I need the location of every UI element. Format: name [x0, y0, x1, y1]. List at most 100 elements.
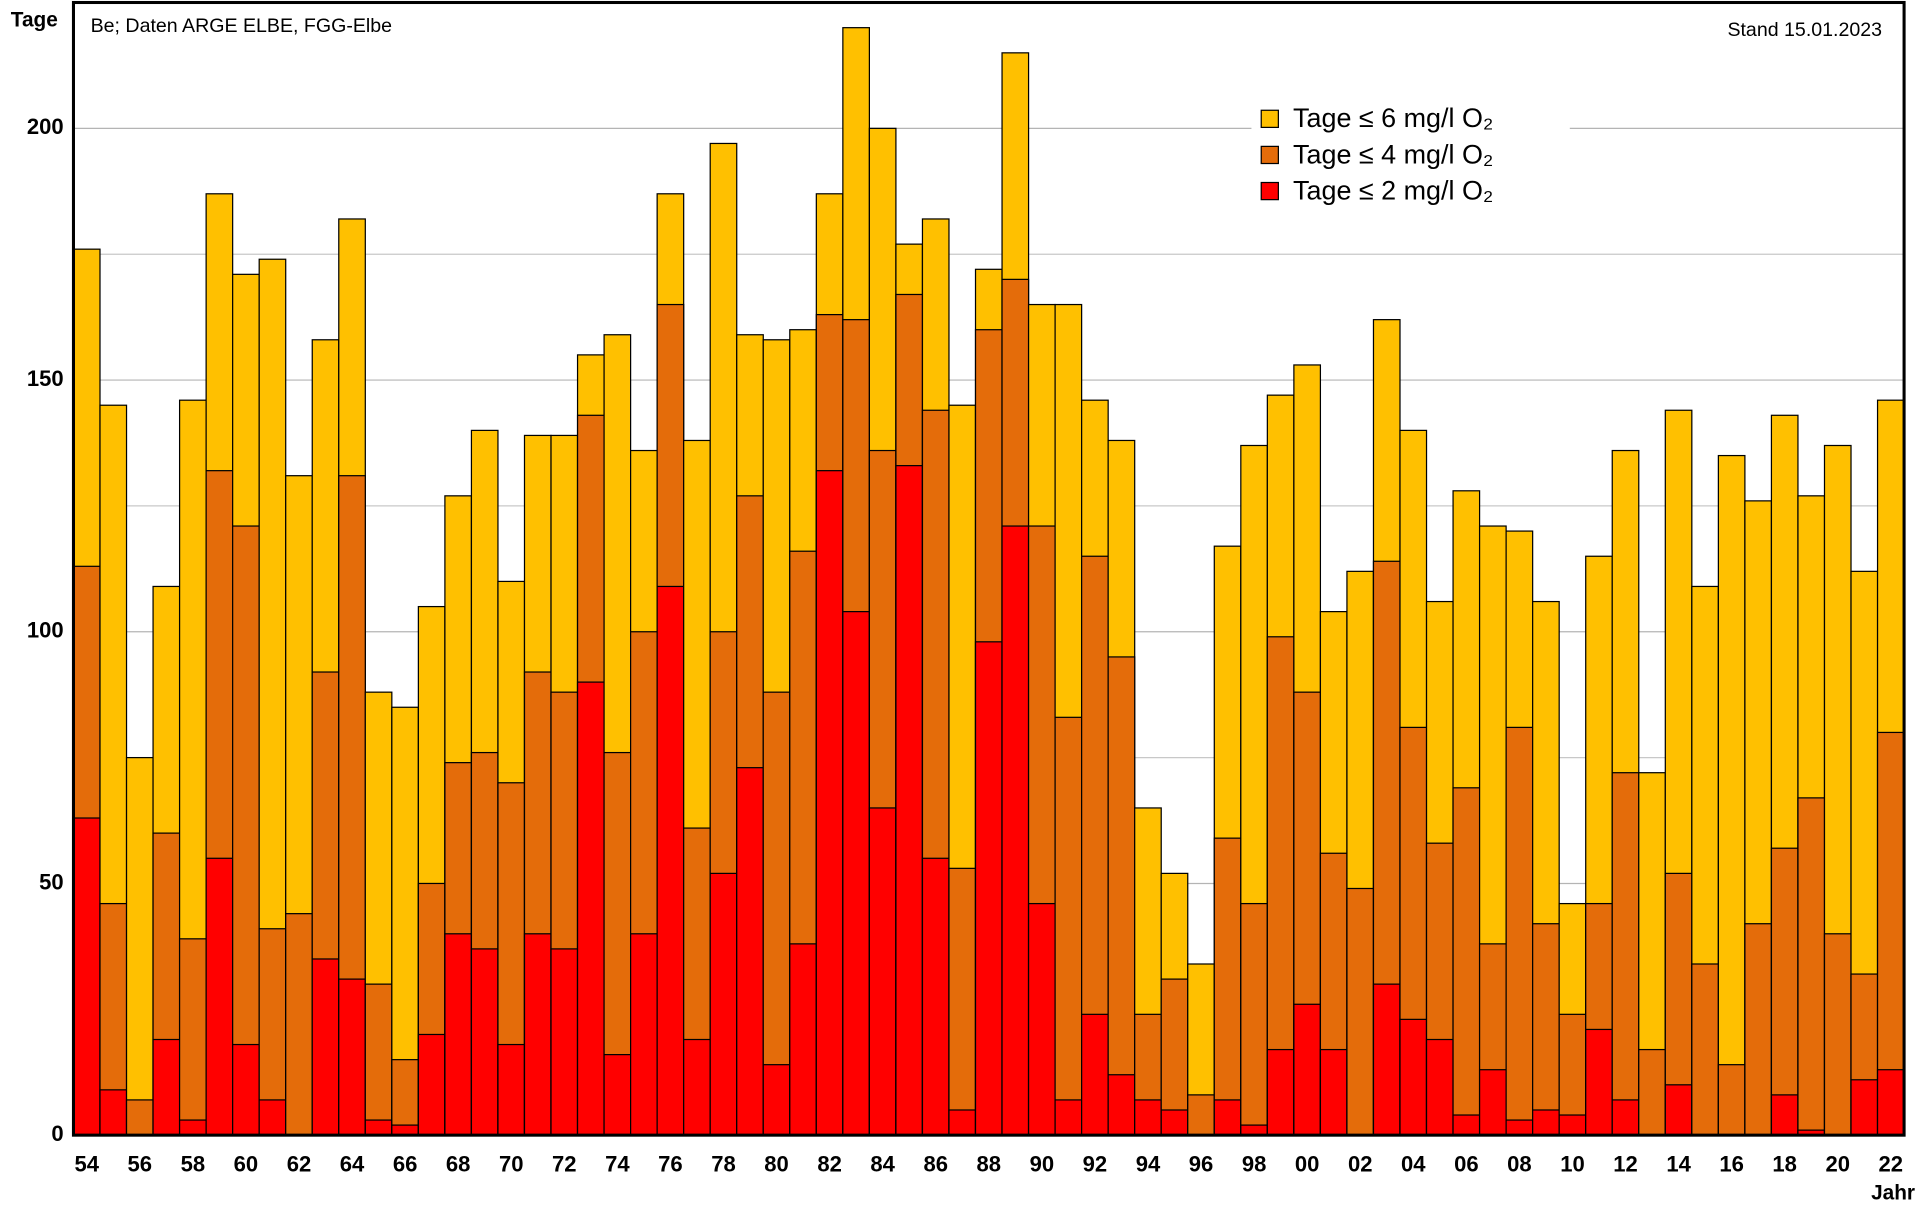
bar — [1664, 1084, 1693, 1136]
x-tick-label: 98 — [1242, 1152, 1267, 1177]
bar — [1876, 1069, 1905, 1136]
bar — [1585, 1028, 1613, 1136]
x-tick-label: 78 — [711, 1152, 736, 1177]
x-tick-label: 14 — [1666, 1152, 1691, 1177]
bar — [232, 525, 260, 1136]
bar — [550, 948, 579, 1136]
bar — [683, 1038, 711, 1136]
bar — [232, 1043, 260, 1136]
bar — [895, 465, 924, 1136]
bar — [1770, 847, 1799, 1136]
bar — [152, 1038, 181, 1136]
bar — [364, 1119, 393, 1136]
x-tick-label: 58 — [181, 1152, 206, 1177]
y-tick-label: 150 — [27, 366, 64, 391]
bar — [311, 958, 340, 1136]
legend-label: Tage ≤ 4 mg/l O₂ — [1293, 139, 1493, 169]
x-tick-label: 18 — [1772, 1152, 1797, 1177]
x-tick-label: 66 — [393, 1152, 418, 1177]
bar — [1027, 902, 1056, 1136]
x-tick-label: 12 — [1613, 1152, 1638, 1177]
bar — [1717, 1064, 1746, 1136]
bar — [1717, 454, 1746, 1136]
bar — [364, 983, 393, 1136]
x-tick-label: 10 — [1560, 1152, 1585, 1177]
bar — [417, 1033, 446, 1136]
y-tick-label: 100 — [27, 618, 64, 643]
x-tick-label: 64 — [340, 1152, 365, 1177]
x-tick-label: 06 — [1454, 1152, 1479, 1177]
bar — [1478, 1069, 1507, 1136]
bar — [1213, 1099, 1242, 1136]
bar — [1081, 1013, 1109, 1136]
bar — [789, 943, 817, 1136]
bar — [1532, 923, 1560, 1136]
bar — [99, 1089, 128, 1136]
bar — [1213, 837, 1242, 1136]
bars — [72, 27, 1905, 1136]
y-tick-label: 50 — [39, 869, 64, 894]
bar — [1319, 1048, 1348, 1136]
bar — [1346, 887, 1375, 1136]
x-tick-label: 70 — [499, 1152, 524, 1177]
bar — [205, 857, 234, 1136]
bar — [72, 817, 101, 1136]
bar — [736, 767, 764, 1136]
bar — [842, 611, 870, 1136]
bar — [1134, 1099, 1162, 1136]
bar — [1611, 1099, 1640, 1136]
legend-label: Tage ≤ 6 mg/l O₂ — [1293, 103, 1493, 133]
bar — [1611, 772, 1640, 1136]
bar — [258, 1099, 287, 1136]
bar — [1054, 1099, 1083, 1136]
plot-frame — [71, 0, 1906, 1137]
x-tick-label: 92 — [1083, 1152, 1108, 1177]
bar — [576, 681, 605, 1136]
x-tick-label: 04 — [1401, 1152, 1426, 1177]
bar — [1558, 1114, 1587, 1136]
bar — [948, 1109, 977, 1136]
bar — [762, 691, 791, 1136]
bar — [1160, 1109, 1189, 1136]
bar — [1187, 1094, 1215, 1136]
bar — [285, 913, 313, 1136]
x-tick-label: 68 — [446, 1152, 471, 1177]
bar — [1638, 1048, 1666, 1136]
x-tick-label: 84 — [870, 1152, 895, 1177]
bar — [444, 933, 473, 1136]
bar — [1160, 978, 1189, 1136]
x-tick-label: 94 — [1136, 1152, 1161, 1177]
bar — [630, 933, 658, 1136]
bar — [1425, 1038, 1454, 1136]
bar — [1452, 787, 1481, 1136]
bar — [974, 641, 1003, 1136]
bar — [178, 938, 207, 1136]
bar — [1505, 726, 1534, 1136]
bar — [656, 585, 685, 1136]
legend-swatch — [1260, 145, 1279, 165]
bar — [497, 1043, 526, 1136]
x-tick-label: 62 — [287, 1152, 312, 1177]
bar — [762, 1064, 791, 1136]
x-tick-label: 90 — [1030, 1152, 1055, 1177]
bar — [603, 1053, 632, 1136]
x-tick-label: 76 — [658, 1152, 683, 1177]
bar — [338, 978, 366, 1136]
bar — [1452, 1114, 1481, 1136]
y-tick-label: 0 — [51, 1121, 63, 1146]
bar — [1850, 1079, 1879, 1136]
bar — [178, 1119, 207, 1136]
bar — [125, 1099, 154, 1136]
bar — [948, 867, 977, 1136]
x-tick-label: 08 — [1507, 1152, 1532, 1177]
bar — [709, 872, 738, 1136]
bar — [868, 807, 897, 1136]
bar — [1770, 1094, 1799, 1136]
legend-label: Tage ≤ 2 mg/l O₂ — [1293, 175, 1493, 205]
legend-swatch — [1260, 109, 1279, 129]
bar — [125, 756, 154, 1136]
x-tick-label: 72 — [552, 1152, 577, 1177]
x-tick-label: 56 — [128, 1152, 153, 1177]
bar — [921, 857, 950, 1136]
